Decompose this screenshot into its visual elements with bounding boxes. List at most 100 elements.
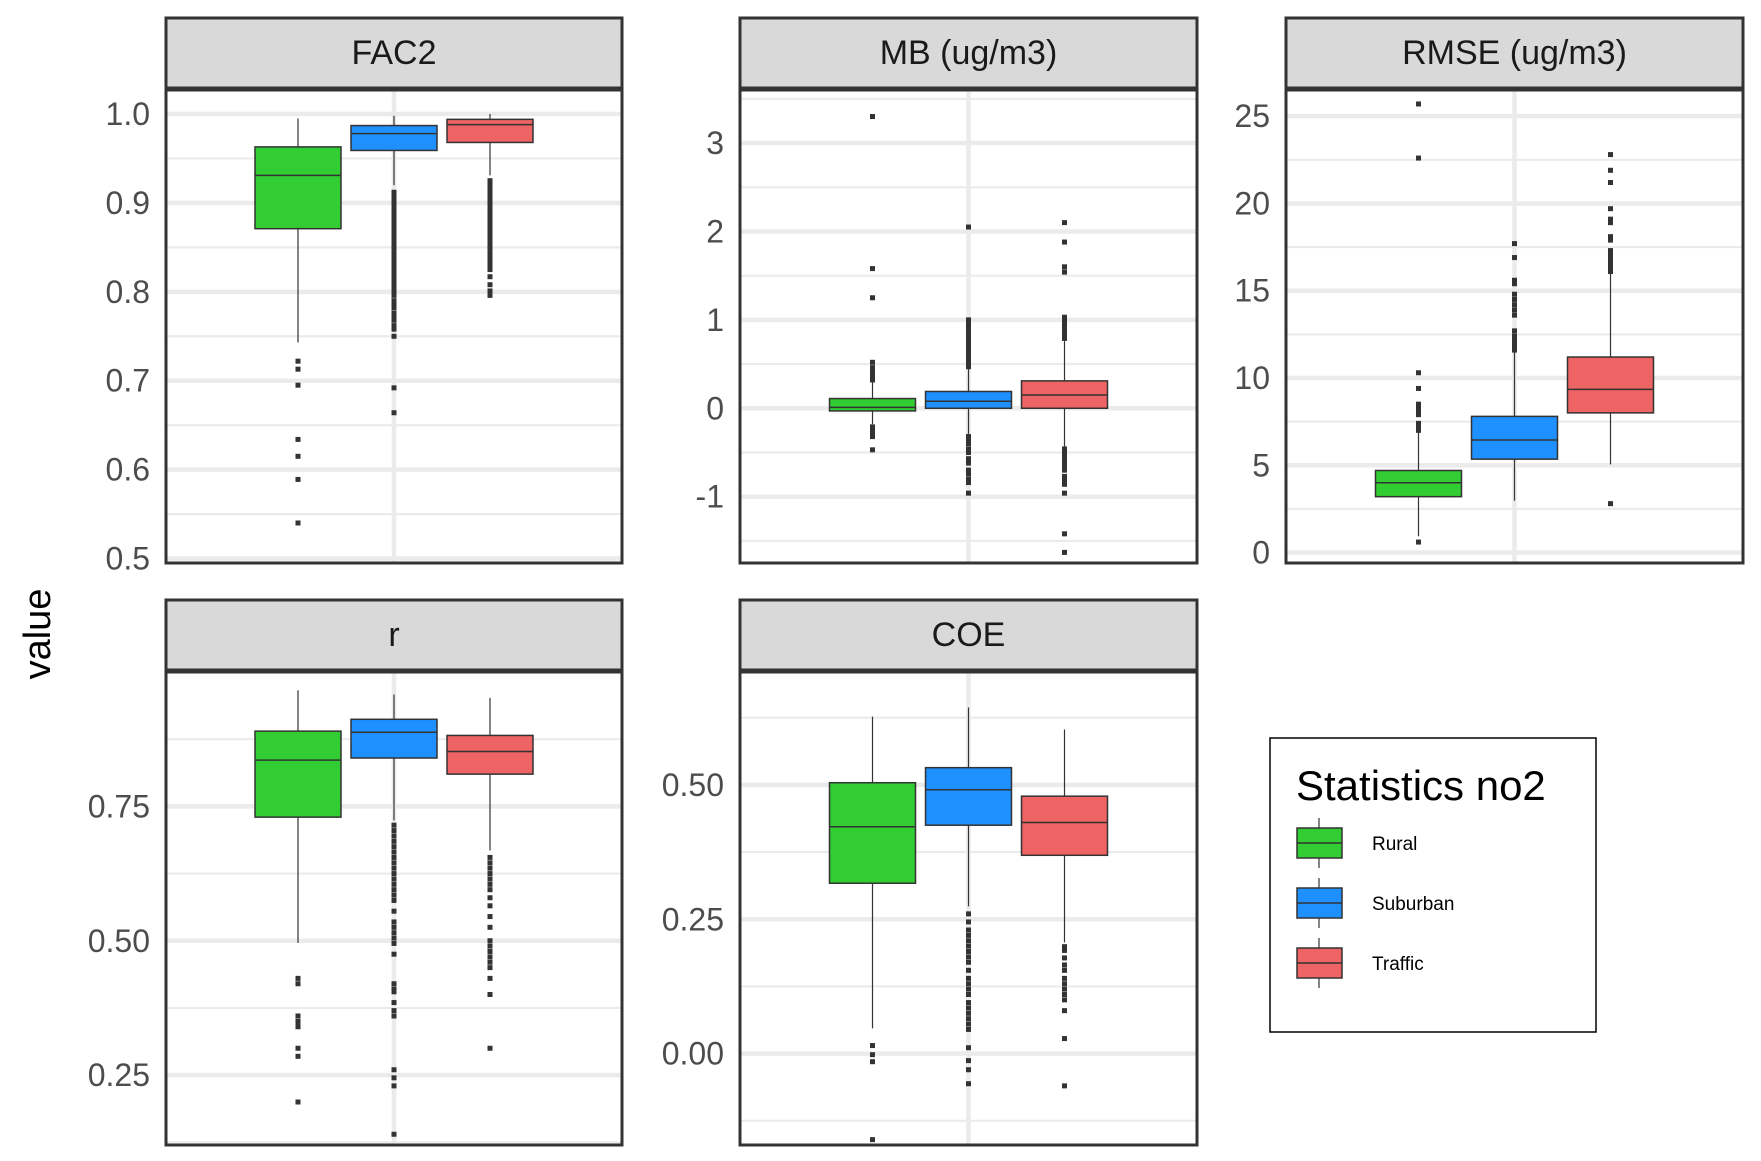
outlier-point (966, 981, 971, 987)
y-tick-label: 1.0 (106, 96, 150, 132)
outlier-point (1062, 328, 1067, 334)
y-tick-label: 2 (706, 213, 724, 249)
iqr-box (828, 397, 917, 412)
outlier-point (1062, 220, 1067, 226)
outlier-point (1062, 967, 1067, 973)
outlier-point (295, 1099, 301, 1105)
outlier-point (487, 210, 493, 216)
outlier-point (391, 250, 397, 256)
outlier-point (487, 178, 493, 184)
outlier-point (1512, 302, 1517, 308)
outlier-point (1512, 296, 1517, 302)
outlier-point (966, 1005, 971, 1011)
outlier-point (295, 975, 301, 981)
outlier-point (391, 314, 397, 320)
outlier-point (487, 213, 493, 219)
outlier-point (966, 350, 971, 356)
outlier-point (391, 196, 397, 202)
box-suburban (350, 115, 438, 416)
outlier-point (295, 436, 301, 442)
outlier-point (487, 865, 493, 871)
outlier-point (1608, 216, 1613, 222)
outlier-point (391, 1131, 397, 1137)
outlier-point (295, 1018, 301, 1024)
box-traffic (446, 697, 534, 1051)
outlier-point (966, 354, 971, 360)
outlier-point (966, 441, 971, 447)
box-traffic (1566, 152, 1655, 507)
outlier-point (391, 298, 397, 304)
panel-border (164, 670, 624, 1147)
outlier-point (966, 456, 971, 462)
outlier-point (487, 282, 493, 288)
outlier-point (1062, 981, 1067, 987)
outlier-point (966, 326, 971, 332)
outlier-point (1608, 180, 1613, 186)
iqr-box (924, 390, 1013, 410)
outlier-point (966, 434, 971, 440)
outlier-point (391, 257, 397, 263)
outlier-point (1062, 997, 1067, 1003)
outlier-point (870, 114, 875, 120)
y-tick-label: 15 (1234, 273, 1270, 309)
legend-title: Statistics no2 (1296, 762, 1546, 809)
outlier-point (870, 368, 875, 374)
outlier-point (487, 192, 493, 198)
outlier-point (966, 333, 971, 339)
outlier-point (391, 951, 397, 957)
outlier-point (487, 231, 493, 237)
outlier-point (870, 429, 875, 435)
outlier-point (1512, 291, 1517, 297)
outlier-point (966, 943, 971, 949)
outlier-point (391, 189, 397, 195)
outlier-point (1062, 955, 1067, 961)
outlier-point (391, 235, 397, 241)
outlier-point (966, 986, 971, 992)
outlier-point (966, 476, 971, 482)
y-tick-label: 1 (706, 302, 724, 338)
outlier-point (1062, 460, 1067, 466)
outlier-point (1512, 340, 1517, 346)
outlier-point (391, 1083, 397, 1089)
outlier-point (966, 358, 971, 364)
iqr-box (828, 781, 917, 884)
outlier-point (391, 317, 397, 323)
outlier-point (1512, 281, 1517, 287)
outlier-point (391, 193, 397, 199)
outlier-point (391, 410, 397, 416)
outlier-point (391, 385, 397, 391)
outlier-point (966, 949, 971, 954)
outlier-point (1062, 481, 1067, 487)
box-traffic (446, 114, 534, 298)
outlier-point (870, 365, 875, 371)
legend-label: Suburban (1372, 894, 1454, 915)
outlier-point (1512, 312, 1517, 318)
outlier-point (295, 358, 301, 364)
outlier-point (1512, 337, 1517, 343)
outlier-point (487, 199, 493, 205)
outlier-point (1062, 464, 1067, 470)
outlier-point (391, 989, 397, 995)
outlier-point (391, 310, 397, 316)
y-axis-label: value (17, 589, 59, 680)
outlier-point (295, 382, 301, 388)
facet-strip (738, 16, 1199, 90)
outlier-point (487, 267, 493, 273)
outlier-point (391, 200, 397, 206)
outlier-point (487, 238, 493, 244)
outlier-point (295, 1053, 301, 1059)
outlier-point (1416, 101, 1421, 107)
outlier-point (295, 520, 301, 526)
outlier-point (295, 366, 301, 372)
y-tick-label: 0 (706, 390, 724, 426)
outlier-point (487, 245, 493, 251)
box-traffic (1020, 220, 1109, 555)
outlier-point (295, 453, 301, 459)
outlier-point (1416, 385, 1421, 391)
outlier-point (1062, 490, 1067, 496)
iqr-box (446, 734, 534, 775)
outlier-point (295, 1013, 301, 1019)
outlier-point (1062, 1008, 1067, 1014)
outlier-point (966, 1010, 971, 1016)
outlier-point (391, 935, 397, 941)
